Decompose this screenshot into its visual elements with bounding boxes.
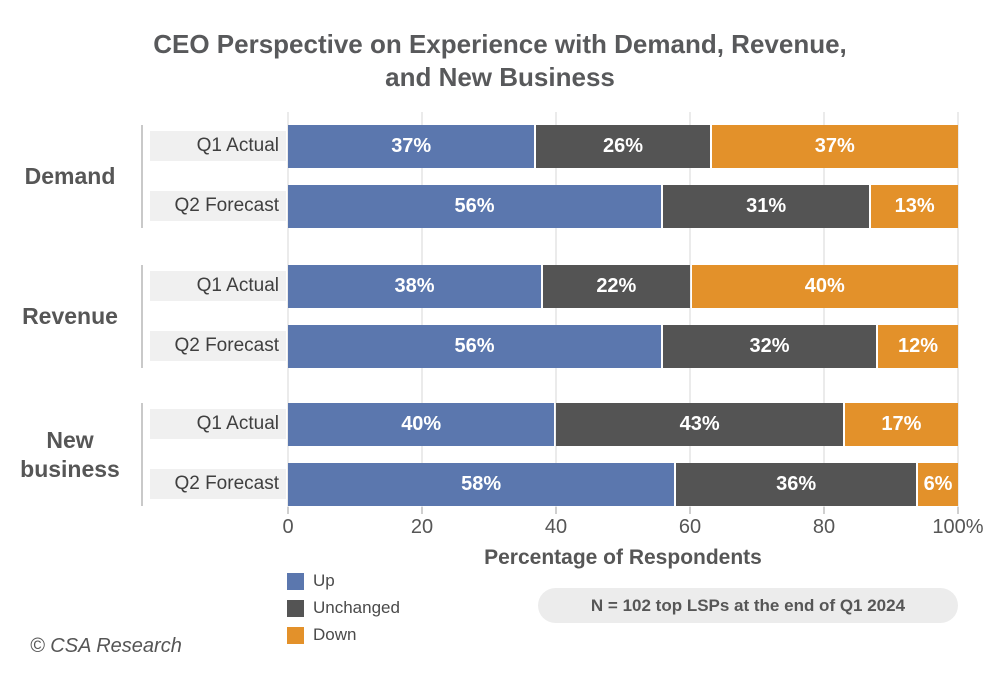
row-label: Q1 Actual xyxy=(150,409,286,439)
legend-item: Up xyxy=(287,571,335,591)
stacked-bar: 37% 26% 37% xyxy=(288,125,958,168)
legend-swatch-down xyxy=(287,626,304,644)
bar-value-label: 43% xyxy=(679,413,720,435)
axis-tick xyxy=(287,507,289,514)
row-label: Q1 Actual xyxy=(150,271,286,301)
gridline xyxy=(957,112,959,513)
axis-tick xyxy=(823,507,825,514)
bar-value-label: 56% xyxy=(454,335,495,357)
bar-value-label: 22% xyxy=(596,275,637,297)
bar-value-label: 6% xyxy=(923,473,953,495)
bar-segment-unchanged: 43% xyxy=(556,403,843,446)
bar-value-label: 37% xyxy=(391,135,432,157)
group-label: Demand xyxy=(24,163,116,190)
bar-segment-up: 38% xyxy=(288,265,542,308)
bar-segment-down: 12% xyxy=(878,325,958,368)
row-label: Q2 Forecast xyxy=(150,469,286,499)
bar-value-label: 13% xyxy=(894,195,935,217)
bar-value-label: 31% xyxy=(746,195,787,217)
bar-segment-down: 17% xyxy=(844,403,958,446)
bar-value-label: 12% xyxy=(898,335,939,357)
gridline xyxy=(823,112,825,513)
row-label: Q2 Forecast xyxy=(150,331,286,361)
bar-segment-unchanged: 32% xyxy=(662,325,877,368)
group-label: New business xyxy=(20,426,120,482)
legend-swatch-unchanged xyxy=(287,599,304,617)
bar-segment-up: 58% xyxy=(288,463,675,506)
legend-swatch-up xyxy=(287,572,304,590)
bar-value-label: 36% xyxy=(776,473,817,495)
gridline xyxy=(421,112,423,513)
bar-value-label: 40% xyxy=(401,413,442,435)
bar-segment-unchanged: 26% xyxy=(536,125,710,168)
bar-segment-up: 56% xyxy=(288,325,661,368)
bar-value-label: 17% xyxy=(881,413,922,435)
bar-segment-unchanged: 36% xyxy=(676,463,917,506)
stacked-bar: 58% 36% 6% xyxy=(288,463,958,506)
legend-label: Unchanged xyxy=(313,598,400,617)
sample-note-badge: N = 102 top LSPs at the end of Q1 2024 xyxy=(538,588,958,623)
bar-segment-down: 6% xyxy=(918,463,958,506)
bar-value-label: 38% xyxy=(394,275,435,297)
legend-label: Down xyxy=(313,625,357,644)
bar-value-label: 56% xyxy=(454,195,495,217)
bar-value-label: 40% xyxy=(804,275,845,297)
axis-tick xyxy=(421,507,423,514)
bar-segment-up: 37% xyxy=(288,125,535,168)
bar-value-label: 37% xyxy=(814,135,855,157)
bar-segment-down: 40% xyxy=(691,265,958,308)
stacked-bar: 56% 31% 13% xyxy=(288,185,958,228)
axis-tick-label: 40 xyxy=(544,516,568,538)
gridline xyxy=(689,112,691,513)
stacked-bar: 38% 22% 40% xyxy=(288,265,958,308)
axis-tick-label: 60 xyxy=(678,516,702,538)
gridline xyxy=(555,112,557,513)
chart-title-line1: CEO Perspective on Experience with Deman… xyxy=(153,29,847,59)
stacked-bar: 40% 43% 17% xyxy=(288,403,958,446)
bar-segment-down: 13% xyxy=(871,185,958,228)
axis-tick-label: 80 xyxy=(812,516,836,538)
axis-tick xyxy=(957,507,959,514)
bar-value-label: 32% xyxy=(749,335,790,357)
axis-tick xyxy=(555,507,557,514)
bar-value-label: 26% xyxy=(602,135,644,157)
bar-group: Revenue Q1 Actual 38% 22% 40% Q2 Forecast 56% 3… xyxy=(0,265,1000,368)
copyright-text: © CSA Research xyxy=(30,635,182,657)
group-separator-line xyxy=(141,125,143,228)
bar-segment-up: 40% xyxy=(288,403,555,446)
bar-group: Demand Q1 Actual 37% 26% 37% Q2 Forecast 56% 31… xyxy=(0,125,1000,228)
x-axis-title: Percentage of Respondents xyxy=(484,546,762,569)
axis-tick xyxy=(689,507,691,514)
group-separator-line xyxy=(141,403,143,506)
row-label: Q2 Forecast xyxy=(150,191,286,221)
axis-tick-label: 0 xyxy=(282,516,294,538)
group-separator-line xyxy=(141,265,143,368)
bar-value-label: 58% xyxy=(461,473,502,495)
gridline xyxy=(287,112,289,513)
stacked-bar: 56% 32% 12% xyxy=(288,325,958,368)
chart-title-line2: and New Business xyxy=(385,62,615,93)
axis-tick-label: 20 xyxy=(410,516,434,538)
legend-item: Unchanged xyxy=(287,598,400,618)
bar-segment-unchanged: 31% xyxy=(662,185,870,228)
bar-segment-up: 56% xyxy=(288,185,661,228)
legend-label: Up xyxy=(313,571,335,590)
legend-item: Down xyxy=(287,625,356,645)
axis-tick-label: 100% xyxy=(932,516,984,538)
bar-segment-unchanged: 22% xyxy=(543,265,690,308)
bar-segment-down: 37% xyxy=(711,125,958,168)
group-label: Revenue xyxy=(22,303,118,330)
chart-title: CEO Perspective on Experience with Deman… xyxy=(0,28,1000,95)
row-label: Q1 Actual xyxy=(150,131,286,161)
bar-group: New business Q1 Actual 40% 43% 17% Q2 Forecas… xyxy=(0,403,1000,506)
